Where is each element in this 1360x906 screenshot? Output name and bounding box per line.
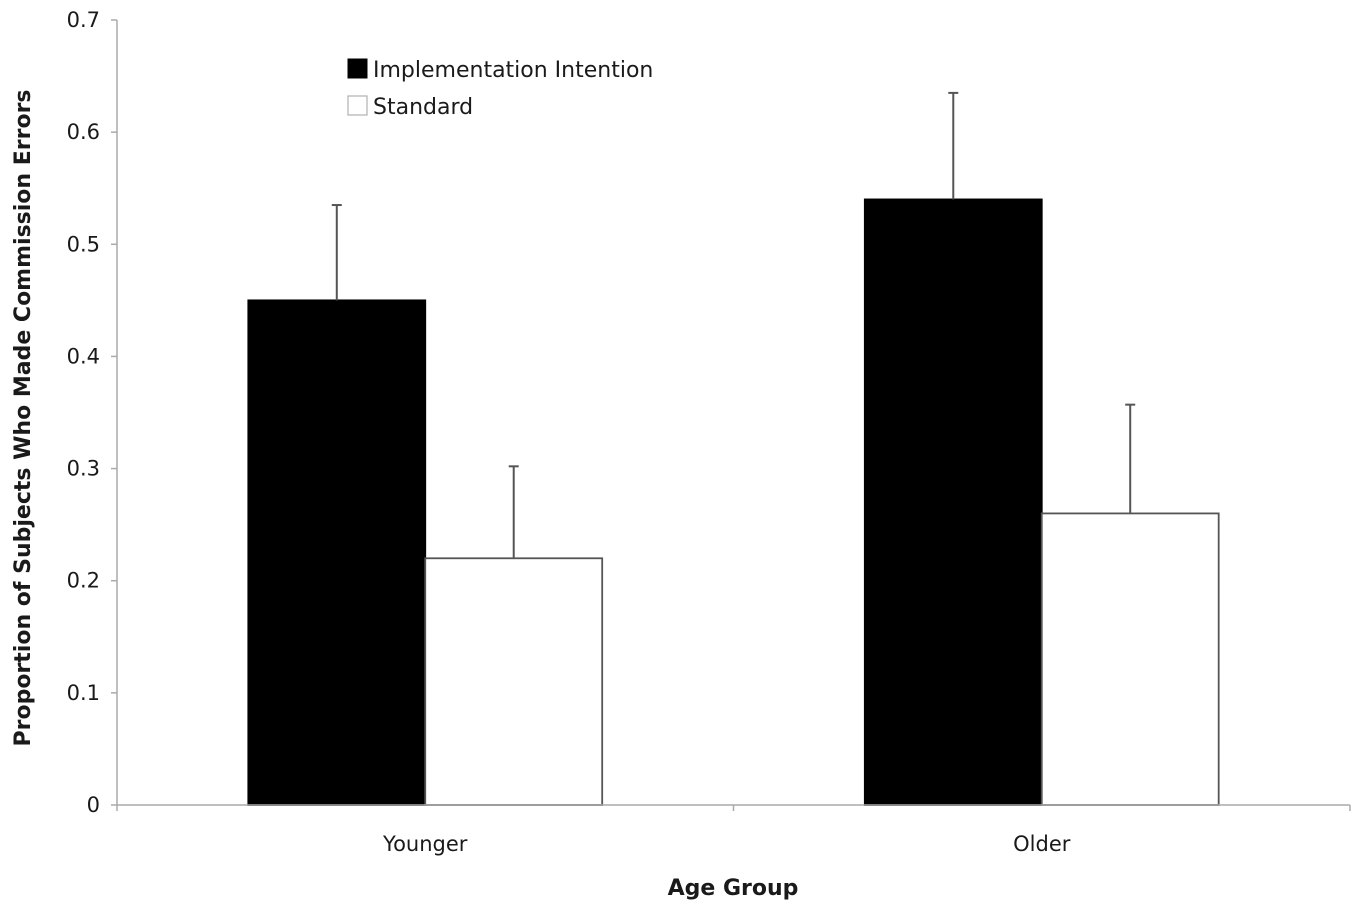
y-axis-ticks: 0 0.1 0.2 0.3 0.4 0.5 0.6 0.7 [67,8,117,817]
legend-swatch-implementation-intention [347,58,368,79]
x-tick-label-older: Older [1013,832,1071,856]
y-tick-label: 0.2 [67,569,100,593]
bar-implementation-intention-older [863,198,1043,806]
x-axis-title: Age Group [668,876,799,901]
y-tick-label: 0.3 [67,457,100,481]
y-tick-label: 0.5 [67,232,100,256]
error-bars [331,91,1136,559]
y-tick-label: 0.6 [67,120,100,144]
legend: Implementation Intention Standard [347,58,653,120]
bars [247,198,1220,806]
y-tick-label: 0.1 [67,681,100,705]
x-axis-labels: Younger Older [116,805,1351,856]
y-tick-label: 0.7 [67,8,100,32]
y-tick-label: 0 [87,793,100,817]
bar-standard-younger [424,557,604,806]
bar-standard-older [1040,512,1220,806]
x-tick-label-younger: Younger [382,832,468,856]
legend-label-implementation-intention: Implementation Intention [373,58,653,83]
y-axis-title: Proportion of Subjects Who Made Commissi… [11,89,36,746]
y-tick-label: 0.4 [67,344,100,368]
bar-implementation-intention-younger [247,299,427,806]
legend-swatch-standard [347,95,368,116]
legend-label-standard: Standard [373,95,473,120]
